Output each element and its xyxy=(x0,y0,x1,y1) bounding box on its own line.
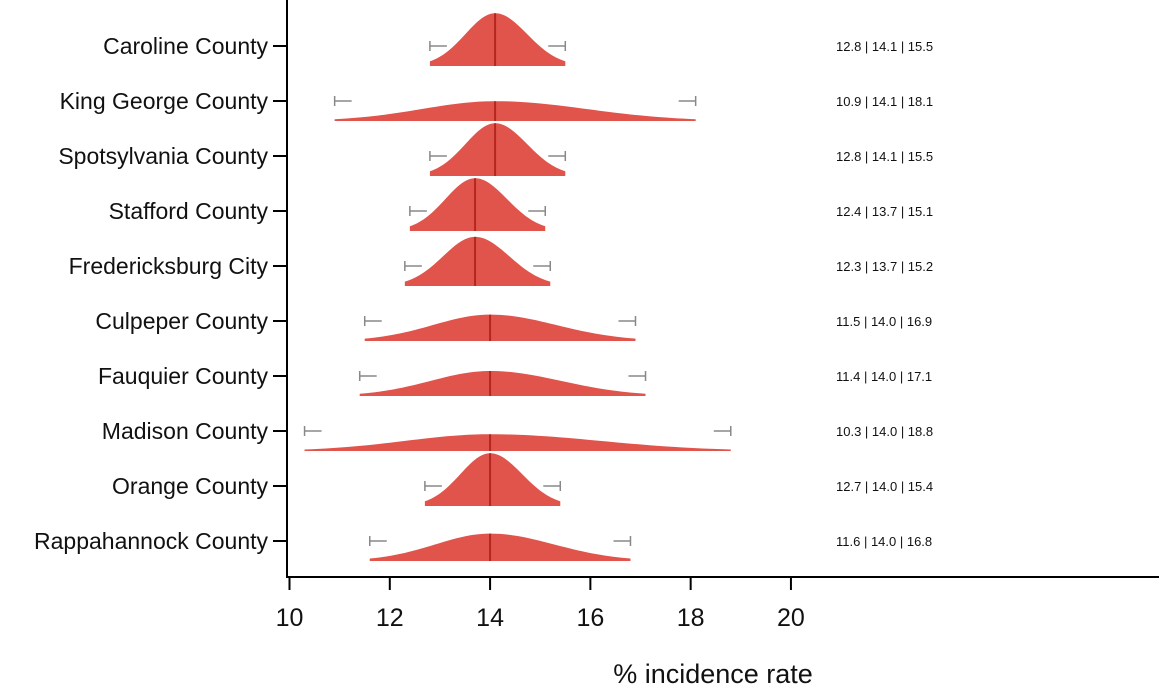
category-label: Stafford County xyxy=(109,198,269,224)
category-label: Orange County xyxy=(112,473,268,499)
interval-annotation: 12.4 | 13.7 | 15.1 xyxy=(836,204,933,219)
density-ridge xyxy=(429,123,566,176)
category-label: Spotsylvania County xyxy=(58,143,268,169)
high-whisker xyxy=(528,206,546,216)
category-label: Madison County xyxy=(102,418,269,444)
low-whisker xyxy=(429,151,447,161)
high-whisker xyxy=(618,316,637,326)
x-axis-title: % incidence rate xyxy=(613,659,813,689)
interval-annotation: 10.9 | 14.1 | 18.1 xyxy=(836,94,933,109)
row-7: Madison County 10.3 | 14.0 | 18.8 xyxy=(102,418,933,451)
low-whisker xyxy=(333,96,352,106)
high-whisker xyxy=(533,261,552,271)
interval-annotation: 12.8 | 14.1 | 15.5 xyxy=(836,39,933,54)
density-ridge xyxy=(429,13,566,66)
high-whisker xyxy=(548,41,567,51)
row-0: Caroline County 12.8 | 14.1 | 15.5 xyxy=(103,13,933,66)
x-tick-label: 18 xyxy=(677,604,705,632)
density-ridge xyxy=(404,236,551,286)
row-4: Fredericksburg City 12.3 | 13.7 | 15.2 xyxy=(69,236,933,286)
row-3: Stafford County 12.4 | 13.7 | 15.1 xyxy=(109,178,933,231)
category-label: Caroline County xyxy=(103,33,268,59)
interval-annotation: 11.4 | 14.0 | 17.1 xyxy=(836,369,932,384)
category-label: Fauquier County xyxy=(98,363,269,389)
plot-frame xyxy=(286,0,1159,578)
x-tick-label: 12 xyxy=(376,604,404,632)
low-whisker xyxy=(404,261,422,271)
low-whisker xyxy=(303,426,322,436)
row-1: King George County 10.9 | 14.1 | 18.1 xyxy=(60,88,933,121)
x-tick-label: 10 xyxy=(276,604,304,632)
low-whisker xyxy=(424,481,442,491)
interval-annotation: 12.8 | 14.1 | 15.5 xyxy=(836,149,933,164)
row-9: Rappahannock County 11.6 | 14.0 | 16.8 xyxy=(34,528,932,561)
row-5: Culpeper County 11.5 | 14.0 | 16.9 xyxy=(95,308,932,341)
category-label: Culpeper County xyxy=(95,308,268,334)
interval-annotation: 12.7 | 14.0 | 15.4 xyxy=(836,479,933,494)
high-whisker xyxy=(613,536,632,546)
density-ridge xyxy=(409,178,546,231)
density-ridge xyxy=(359,371,646,396)
x-tick-label: 16 xyxy=(576,604,604,632)
row-8: Orange County 12.7 | 14.0 | 15.4 xyxy=(112,453,933,506)
interval-annotation: 11.5 | 14.0 | 16.9 xyxy=(836,314,932,329)
category-label: King George County xyxy=(60,88,269,114)
density-ridge xyxy=(334,101,696,121)
category-label: Fredericksburg City xyxy=(69,253,269,279)
low-whisker xyxy=(409,206,427,216)
low-whisker xyxy=(358,371,377,381)
interval-annotation: 12.3 | 13.7 | 15.2 xyxy=(836,259,933,274)
row-2: Spotsylvania County 12.8 | 14.1 | 15.5 xyxy=(58,123,933,176)
density-ridge xyxy=(364,314,636,341)
density-ridge xyxy=(304,434,731,451)
high-whisker xyxy=(713,426,732,436)
high-whisker xyxy=(678,96,697,106)
density-ridge xyxy=(424,453,561,506)
low-whisker xyxy=(368,536,387,546)
x-axis: 10 12 14 16 18 20 xyxy=(276,577,805,632)
low-whisker xyxy=(429,41,447,51)
interval-annotation: 10.3 | 14.0 | 18.8 xyxy=(836,424,933,439)
low-whisker xyxy=(363,316,382,326)
x-tick-label: 20 xyxy=(777,604,805,632)
x-tick-label: 14 xyxy=(476,604,504,632)
rows-layer: Caroline County 12.8 | 14.1 | 15.5 King Ge… xyxy=(34,13,933,561)
interval-annotation: 11.6 | 14.0 | 16.8 xyxy=(836,534,932,549)
high-whisker xyxy=(548,151,567,161)
density-ridge xyxy=(369,533,631,561)
category-label: Rappahannock County xyxy=(34,528,268,554)
high-whisker xyxy=(543,481,562,491)
high-whisker xyxy=(628,371,647,381)
row-6: Fauquier County 11.4 | 14.0 | 17.1 xyxy=(98,363,932,396)
